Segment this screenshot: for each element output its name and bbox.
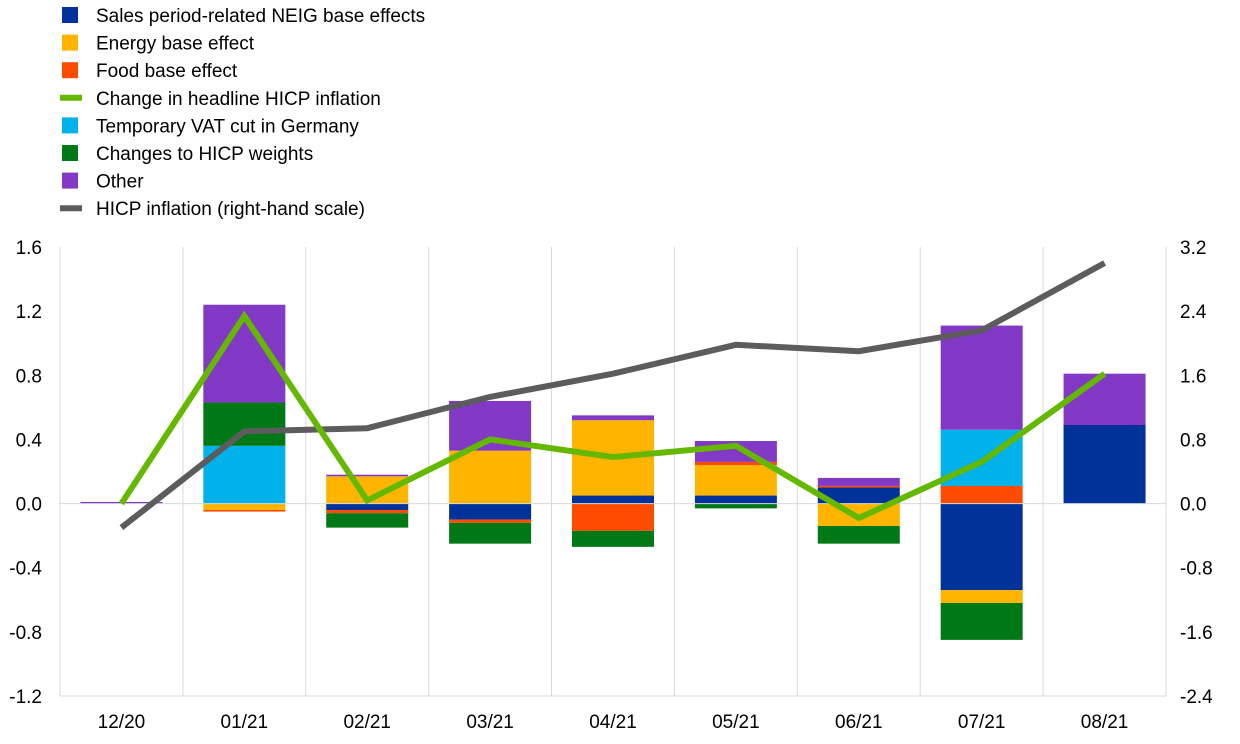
bar-changes-to-hicp-weights-06-21 <box>817 526 900 544</box>
legend-label-hicp-inflation-right-hand-scale: HICP inflation (right-hand scale) <box>96 199 365 220</box>
bar-changes-to-hicp-weights-07-21 <box>940 602 1023 640</box>
x-tick-label: 12/20 <box>98 712 146 733</box>
bar-changes-to-hicp-weights-04-21 <box>572 530 654 547</box>
x-tick-label: 02/21 <box>343 712 391 733</box>
legend-swatch-energy-base-effect <box>62 34 78 51</box>
bars <box>60 304 1166 640</box>
bar-food-base-effect-01-21 <box>203 509 286 512</box>
left-tick-label: -0.8 <box>9 623 42 644</box>
bar-food-base-effect-07-21 <box>940 485 1023 504</box>
right-tick-label: -1.6 <box>1180 623 1213 644</box>
legend-swatch-other <box>62 172 78 189</box>
bar-energy-base-effect-05-21 <box>694 465 777 496</box>
legend-swatch-changes-to-hicp-weights <box>62 145 78 161</box>
legend-label-change-in-headline-hicp-inflation: Change in headline HICP inflation <box>96 89 381 110</box>
bar-food-base-effect-04-21 <box>572 503 654 531</box>
left-tick-label: 0.4 <box>16 430 43 451</box>
right-tick-label: 0.8 <box>1180 430 1206 451</box>
legend-label-temporary-vat-cut-in-germany: Temporary VAT cut in Germany <box>96 116 359 137</box>
line-change-in-headline-hicp-inflation <box>118 310 1107 522</box>
bar-food-base-effect-05-21 <box>694 461 777 466</box>
bar-food-base-effect-03-21 <box>449 519 532 523</box>
legend-label-changes-to-hicp-weights: Changes to HICP weights <box>96 144 313 165</box>
bar-food-base-effect-02-21 <box>326 509 409 514</box>
x-tick-label: 06/21 <box>835 712 883 733</box>
left-tick-label: -0.4 <box>9 559 42 580</box>
bar-changes-to-hicp-weights-03-21 <box>449 522 532 544</box>
left-tick-label: 1.6 <box>16 238 42 259</box>
legend-label-food-base-effect: Food base effect <box>96 61 238 82</box>
bar-other-08-21 <box>1063 373 1146 425</box>
bar-energy-base-effect-03-21 <box>449 450 532 504</box>
lines <box>118 260 1107 530</box>
bar-changes-to-hicp-weights-02-21 <box>326 513 409 528</box>
bar-sales-period-related-neig-base-effects-04-21 <box>572 495 654 504</box>
left-tick-label: 0.8 <box>16 366 42 387</box>
bar-sales-period-related-neig-base-effects-07-21 <box>940 503 1023 591</box>
bar-energy-base-effect-07-21 <box>940 590 1023 603</box>
bar-food-base-effect-06-21 <box>817 485 900 488</box>
bar-changes-to-hicp-weights-05-21 <box>694 503 777 509</box>
bar-other-04-21 <box>572 415 654 421</box>
axes: 1.6 1.2 0.8 0.4 0.0 -0.4 -0.8 -1.2 3.2 2.4 1.6 0.8 0… <box>9 238 1213 733</box>
bar-sales-period-related-neig-base-effects-03-21 <box>449 503 532 520</box>
right-tick-label: -2.4 <box>1180 687 1213 708</box>
left-tick-label: -1.2 <box>9 687 42 708</box>
legend: Sales period-related NEIG base effects En… <box>60 6 425 220</box>
line-hicp-inflation-right-hand-scale <box>119 260 1107 530</box>
right-tick-label: -0.8 <box>1180 559 1213 580</box>
bar-sales-period-related-neig-base-effects-05-21 <box>694 495 777 504</box>
x-tick-label: 01/21 <box>221 712 269 733</box>
bar-other-06-21 <box>817 477 900 486</box>
x-tick-label: 07/21 <box>958 712 1006 733</box>
left-tick-label: 0.0 <box>16 495 42 516</box>
bar-energy-base-effect-01-21 <box>203 503 286 510</box>
right-tick-label: 1.6 <box>1180 366 1206 387</box>
legend-label-sales-period-related-neig-base-effects: Sales period-related NEIG base effects <box>96 6 425 27</box>
legend-swatch-sales-period-related-neig-base-effects <box>62 7 78 23</box>
bar-sales-period-related-neig-base-effects-08-21 <box>1063 424 1146 504</box>
bar-sales-period-related-neig-base-effects-06-21 <box>817 487 900 504</box>
right-tick-label: 0.0 <box>1180 495 1206 516</box>
bar-other-07-21 <box>940 325 1023 430</box>
x-tick-label: 05/21 <box>712 712 760 733</box>
legend-swatch-temporary-vat-cut-in-germany <box>62 117 78 134</box>
legend-swatch-food-base-effect <box>62 62 78 79</box>
left-tick-label: 1.2 <box>16 302 42 323</box>
x-tick-label: 04/21 <box>589 712 637 733</box>
right-tick-label: 2.4 <box>1180 302 1207 323</box>
legend-label-other: Other <box>96 172 144 193</box>
right-tick-label: 3.2 <box>1180 238 1206 259</box>
bar-other-02-21 <box>326 474 409 477</box>
legend-label-energy-base-effect: Energy base effect <box>96 34 255 55</box>
bar-changes-to-hicp-weights-01-21 <box>203 402 286 446</box>
x-tick-label: 03/21 <box>466 712 514 733</box>
x-tick-label: 08/21 <box>1081 712 1129 733</box>
bar-sales-period-related-neig-base-effects-02-21 <box>326 503 409 510</box>
